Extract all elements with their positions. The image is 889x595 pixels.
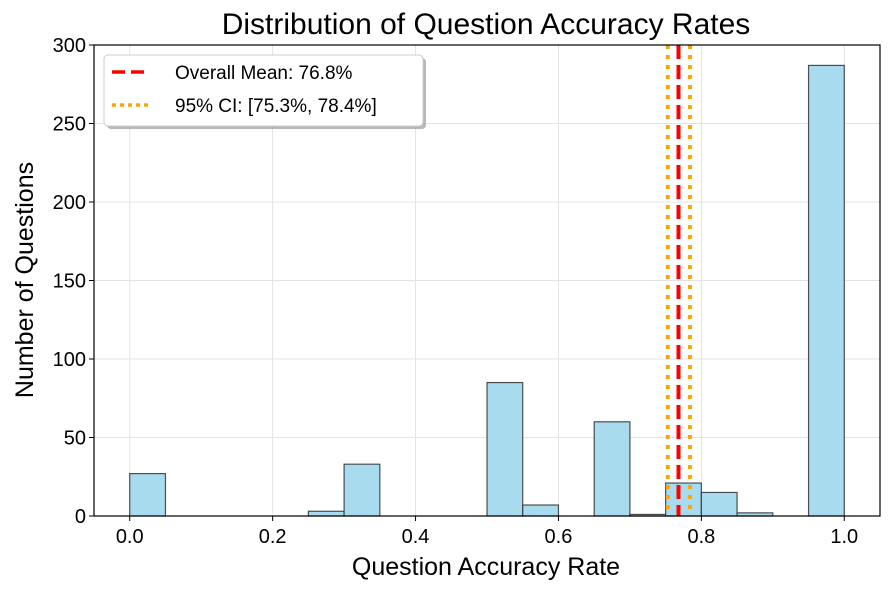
histogram-bar: [700, 491, 738, 517]
histogram-bar: [486, 381, 524, 517]
histogram-bar: [807, 64, 845, 517]
legend-mean-label: Overall Mean: 76.8%: [175, 63, 353, 84]
histogram-bar: [343, 463, 381, 517]
y-tick-label: 0: [75, 506, 86, 528]
y-tick-label: 50: [64, 428, 86, 450]
y-axis-label: Number of Questions: [11, 162, 39, 398]
x-tick-label: 0.4: [402, 526, 430, 548]
legend-ci-label: 95% CI: [75.3%, 78.4%]: [175, 96, 377, 117]
x-tick-label: 0.8: [687, 526, 715, 548]
x-tick-label: 0.0: [116, 526, 144, 548]
y-tick-label: 300: [53, 35, 86, 57]
histogram-bar: [522, 504, 560, 517]
histogram-bar: [665, 482, 702, 517]
x-tick-label: 0.6: [545, 526, 573, 548]
y-tick-label: 250: [53, 114, 86, 136]
bars: [129, 64, 845, 517]
y-tick-label: 100: [53, 349, 86, 371]
legend: Overall Mean: 76.8% 95% CI: [75.3%, 78.4…: [103, 54, 426, 129]
chart-title: Distribution of Question Accuracy Rates: [222, 8, 751, 41]
y-ticks: 0 50 100 150 200 250 300: [53, 35, 94, 528]
x-ticks: 0.0 0.2 0.4 0.6 0.8 1.0: [116, 516, 858, 548]
histogram-bar: [307, 510, 345, 517]
histogram-bar: [129, 473, 167, 517]
histogram-bar: [593, 421, 631, 517]
x-tick-label: 1.0: [830, 526, 858, 548]
x-axis-label: Question Accuracy Rate: [352, 553, 620, 581]
reference-lines: [665, 45, 692, 516]
y-tick-label: 150: [53, 271, 86, 293]
y-tick-label: 200: [53, 192, 86, 214]
x-tick-label: 0.2: [259, 526, 287, 548]
